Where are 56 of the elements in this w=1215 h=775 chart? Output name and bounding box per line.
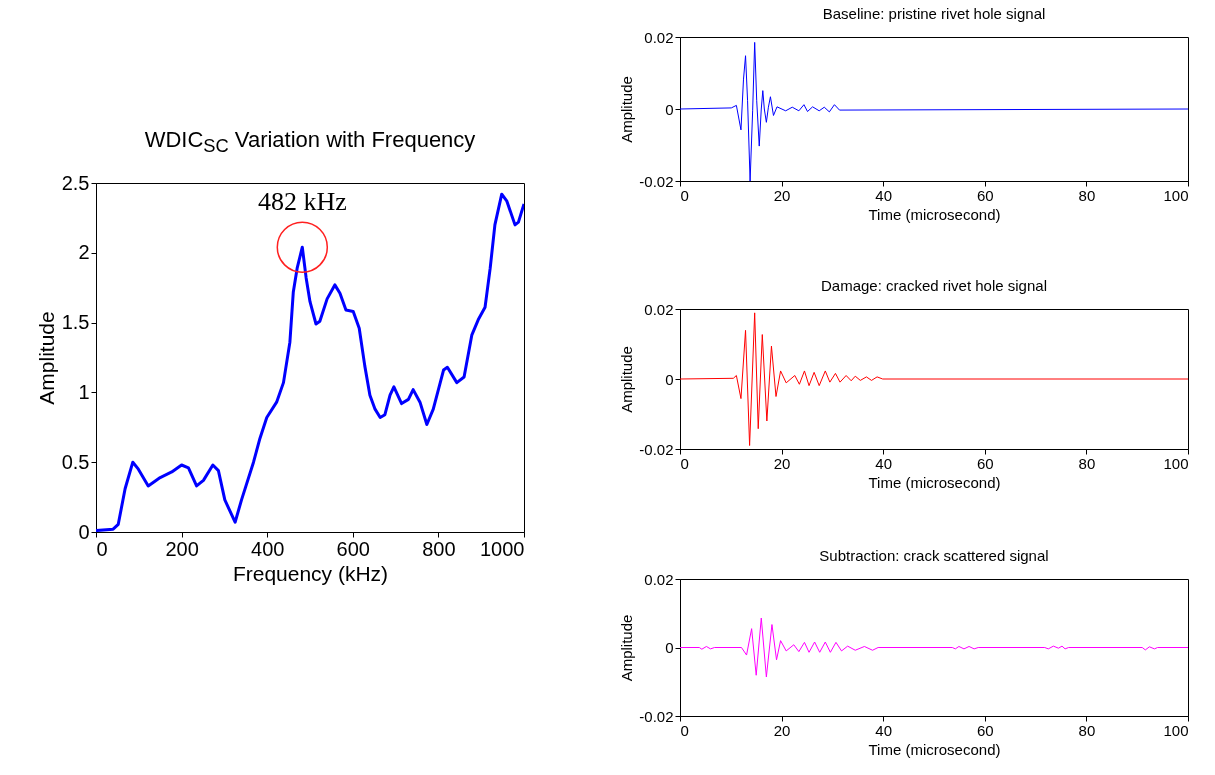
chart-title: Subtraction: crack scattered signal: [818, 547, 1050, 564]
chart-title: WDIC$_{SC}$ Variation with Frequency: [143, 126, 477, 157]
y-axis-title: Amplitude: [618, 346, 636, 413]
x-tick-label: 100: [1163, 186, 1189, 204]
x-tick-label: 0: [680, 454, 689, 472]
x-tick-label: 0: [680, 186, 689, 204]
y-axis-title: Amplitude: [34, 311, 58, 405]
x-tick-label: 1000: [480, 537, 525, 560]
y-tick-label: 0.5: [61, 450, 90, 473]
annotation: 482 kHz: [257, 187, 347, 217]
x-tick-label: 60: [976, 186, 994, 204]
y-tick-label: 1.5: [61, 311, 90, 334]
y-tick-label: -0.02: [639, 707, 674, 725]
line-series: [680, 41, 1188, 181]
y-tick-label: 0: [665, 100, 674, 118]
x-tick-label: 20: [773, 454, 791, 472]
y-tick-label: -0.02: [639, 172, 674, 190]
x-tick-label: 80: [1078, 454, 1096, 472]
y-tick-label: 0.02: [644, 28, 674, 46]
y-tick-label: 2.5: [61, 171, 90, 194]
x-tick-label: 200: [165, 537, 199, 560]
x-axis-title: Time (microsecond): [868, 473, 1001, 491]
x-tick-label: 60: [976, 721, 994, 739]
x-tick-label: 800: [422, 537, 456, 560]
x-axis-title: Time (microsecond): [868, 740, 1001, 758]
x-axis-title: Frequency (kHz): [232, 561, 389, 585]
x-tick-label: 40: [875, 186, 893, 204]
x-tick-label: 40: [875, 721, 893, 739]
x-tick-label: 100: [1163, 454, 1189, 472]
y-tick-label: 0: [665, 370, 674, 388]
x-tick-label: 600: [336, 537, 370, 560]
y-tick-label: 2: [78, 241, 90, 264]
y-tick-label: 1: [78, 380, 90, 403]
line-series: [680, 312, 1188, 446]
x-tick-label: 20: [773, 721, 791, 739]
x-tick-label: 60: [976, 454, 994, 472]
line-series: [96, 192, 524, 532]
x-tick-label: 0: [680, 721, 689, 739]
y-axis-title: Amplitude: [618, 76, 636, 143]
chart-title: Damage: cracked rivet hole signal: [820, 277, 1048, 294]
x-tick-label: 20: [773, 186, 791, 204]
y-axis-title: Amplitude: [618, 614, 636, 682]
x-axis-title: Time (microsecond): [868, 205, 1001, 223]
x-tick-label: 40: [875, 454, 893, 472]
y-tick-label: 0: [665, 639, 674, 656]
y-tick-label: 0.02: [644, 570, 674, 588]
x-tick-label: 100: [1163, 721, 1189, 739]
chart-title: Baseline: pristine rivet hole signal: [821, 5, 1047, 22]
y-tick-label: -0.02: [639, 440, 674, 458]
x-tick-label: 80: [1078, 721, 1096, 739]
line-series: [680, 617, 1188, 678]
x-tick-label: 80: [1078, 186, 1096, 204]
y-tick-label: 0: [78, 520, 90, 543]
x-tick-label: 0: [96, 537, 108, 560]
y-tick-label: 0.02: [644, 300, 674, 318]
x-tick-label: 400: [251, 537, 285, 560]
